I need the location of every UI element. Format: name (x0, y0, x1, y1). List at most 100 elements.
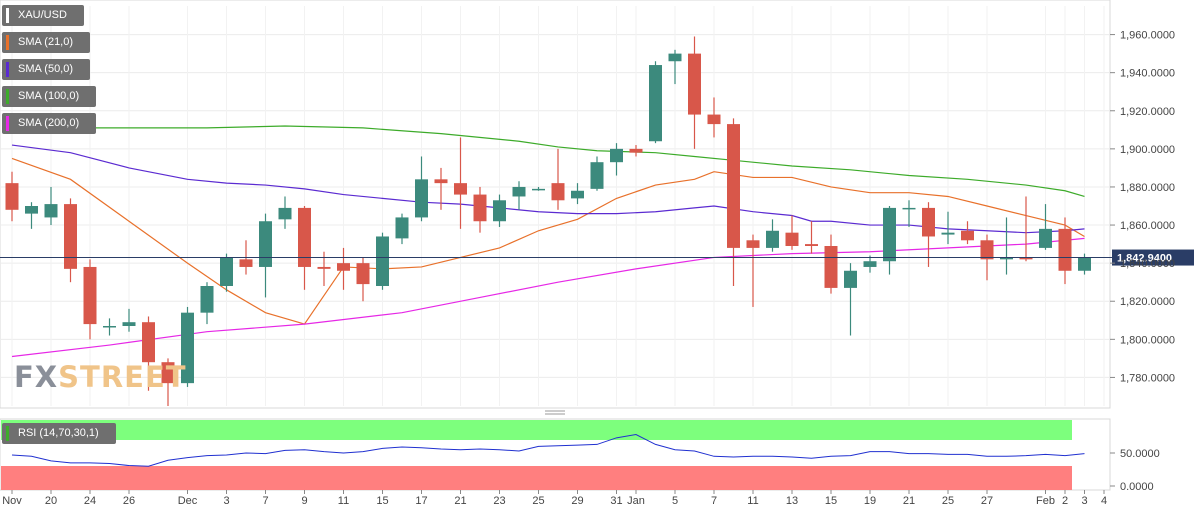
candle-body (961, 230, 974, 241)
y-tick-label: 1,960.0000 (1120, 30, 1175, 42)
y-tick-label: 1,820.0000 (1120, 296, 1175, 308)
legend-sma-21[interactable]: SMA (21,0) (2, 32, 90, 53)
legend-sma-50[interactable]: SMA (50,0) (2, 59, 90, 80)
candle-body (629, 148, 643, 153)
instrument-swatch (6, 8, 9, 23)
x-tick-label: 23 (493, 495, 505, 507)
x-tick-label: 24 (84, 495, 96, 507)
candle-body (317, 266, 331, 269)
candle-body (1039, 228, 1052, 248)
x-tick-label: Feb (1036, 495, 1055, 507)
x-tick-label: 29 (571, 495, 583, 507)
x-tick-label: 11 (747, 495, 758, 507)
candle-body (142, 322, 155, 363)
rsi-oversold-zone (1, 466, 1072, 490)
x-tick-label: 11 (338, 495, 349, 507)
candle-body (532, 188, 545, 191)
x-tick-label: 2 (1062, 495, 1068, 507)
candle-body (785, 232, 799, 246)
candle-body (844, 270, 857, 288)
sma-100-swatch (6, 89, 9, 104)
candle-body (278, 207, 292, 220)
instrument-label: XAU/USD (18, 9, 67, 21)
sma-21-label: SMA (21,0) (18, 36, 74, 48)
sma-line (12, 125, 1085, 198)
y-tick-label: 1,780.0000 (1120, 372, 1175, 384)
candle-body (161, 362, 175, 384)
candle-body (454, 183, 467, 195)
x-tick-label: 13 (786, 495, 798, 507)
candle-body (941, 232, 955, 235)
y-tick-label: 1,860.0000 (1120, 220, 1175, 232)
x-tick-label: 20 (45, 495, 57, 507)
rsi-label: RSI (14,70,30,1) (18, 427, 99, 439)
candle-body (688, 53, 701, 115)
sma-50-swatch (6, 62, 9, 77)
sma-50-label: SMA (50,0) (18, 63, 74, 75)
current-price-label: 1,842.9400 (1117, 253, 1172, 265)
rsi-polyline (11, 433, 1085, 467)
x-tick-label: 17 (415, 495, 427, 507)
candle-body (64, 204, 77, 269)
y-tick-label: 1,920.0000 (1120, 106, 1175, 118)
legend-sma-100[interactable]: SMA (100,0) (2, 86, 96, 107)
candle-body (376, 236, 389, 286)
x-tick-label: 21 (454, 495, 466, 507)
rsi-swatch (6, 426, 9, 441)
legend-rsi[interactable]: RSI (14,70,30,1) (2, 423, 116, 444)
x-tick-label: 7 (711, 495, 717, 507)
candle-body (415, 179, 428, 218)
candle-body (707, 114, 721, 125)
current-price-marker: 1,842.9400 (0, 249, 1194, 266)
candle-body (649, 65, 662, 142)
candle-body (434, 179, 448, 184)
sma-200-swatch (6, 116, 9, 131)
current-price-tag (1112, 249, 1194, 266)
candle-body (1078, 257, 1091, 271)
x-tick-label: 25 (532, 495, 544, 507)
x-tick-label: 31 (610, 495, 622, 507)
candle-body (5, 183, 19, 210)
x-tick-label: 19 (864, 495, 876, 507)
y-tick-label: 1,940.0000 (1120, 68, 1175, 80)
price-axis[interactable]: 1,960.0000 1,940.0000 1,920.0000 1,900.0000… (1110, 30, 1175, 385)
x-tick-label: 26 (123, 495, 135, 507)
rsi-tick-label: 0.0000 (1120, 481, 1154, 493)
candle-body (590, 162, 604, 189)
candle-body (746, 240, 760, 248)
candle-body (1058, 228, 1072, 271)
candle-body (883, 207, 896, 262)
y-tick-label: 1,800.0000 (1120, 334, 1175, 346)
legend-instrument[interactable]: XAU/USD (2, 5, 84, 26)
rsi-axis: 50.0000 0.0000 (1110, 448, 1160, 493)
candle-body (103, 326, 116, 328)
candle-body (181, 312, 194, 384)
candle-body (239, 259, 253, 267)
y-tick-label: 1,900.0000 (1120, 144, 1175, 156)
legend-sma-200[interactable]: SMA (200,0) (2, 113, 96, 134)
candle-body (805, 244, 818, 246)
x-tick-label: 5 (672, 495, 678, 507)
candle-body (922, 207, 935, 237)
y-tick-label: 1,840.0000 (1120, 258, 1175, 270)
x-tick-label: 21 (903, 495, 915, 507)
candle-body (356, 263, 370, 285)
candle-body (512, 186, 526, 197)
candle-body (610, 148, 623, 163)
rsi-line (11, 433, 1085, 467)
candle-body (668, 53, 682, 62)
sma-200-label: SMA (200,0) (18, 117, 80, 129)
candle-body (473, 194, 487, 222)
x-tick-label: 3 (1081, 495, 1087, 507)
x-tick-label: Nov (2, 495, 22, 507)
candle-body (220, 257, 233, 286)
candle-body (727, 124, 740, 248)
candle-body (1019, 257, 1033, 260)
pane-resize-handle[interactable] (545, 410, 565, 415)
candle-body (766, 230, 779, 248)
x-tick-label: Dec (178, 495, 198, 507)
x-tick-label: 3 (223, 495, 229, 507)
x-tick-label: 4 (1101, 495, 1107, 507)
